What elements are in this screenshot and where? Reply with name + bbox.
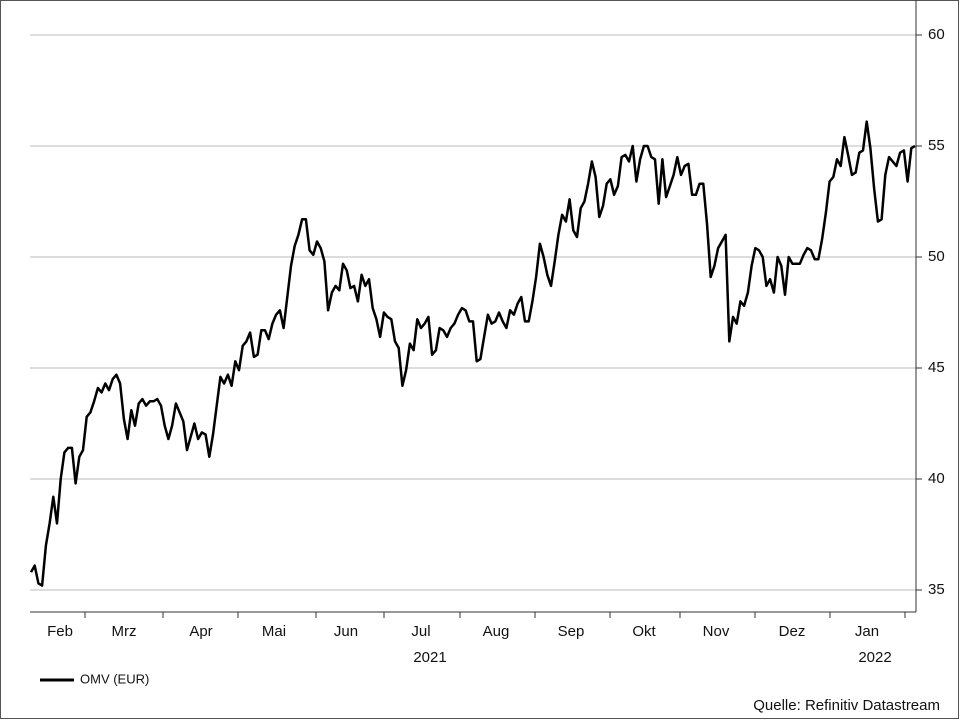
x-tick-label: Jun <box>334 623 358 640</box>
x-tick-label: Aug <box>483 623 510 640</box>
x-tick-label: Jan <box>855 623 879 640</box>
x-tick-label: Okt <box>632 623 656 640</box>
y-tick-label: 50 <box>928 248 945 265</box>
y-tick-label: 45 <box>928 359 945 376</box>
source: Quelle: Refinitiv Datastream <box>753 697 940 714</box>
y-tick-label: 60 <box>928 26 945 43</box>
x-tick-label: Dez <box>779 623 806 640</box>
x-tick-label: Mai <box>262 623 286 640</box>
y-tick-label: 55 <box>928 137 945 154</box>
x-tick-label: Jul <box>411 623 430 640</box>
legend-label: OMV (EUR) <box>80 671 149 686</box>
x-tick-label: Apr <box>189 623 212 640</box>
price-line <box>29 120 916 587</box>
y-tick-label: 40 <box>928 470 945 487</box>
year-label: 2022 <box>858 649 891 666</box>
x-tick-label: Mrz <box>112 623 137 640</box>
x-tick-label: Sep <box>558 623 585 640</box>
x-tick-label: Nov <box>703 623 730 640</box>
y-tick-label: 35 <box>928 581 945 598</box>
year-label: 2021 <box>413 649 446 666</box>
x-tick-label: Feb <box>47 623 73 640</box>
